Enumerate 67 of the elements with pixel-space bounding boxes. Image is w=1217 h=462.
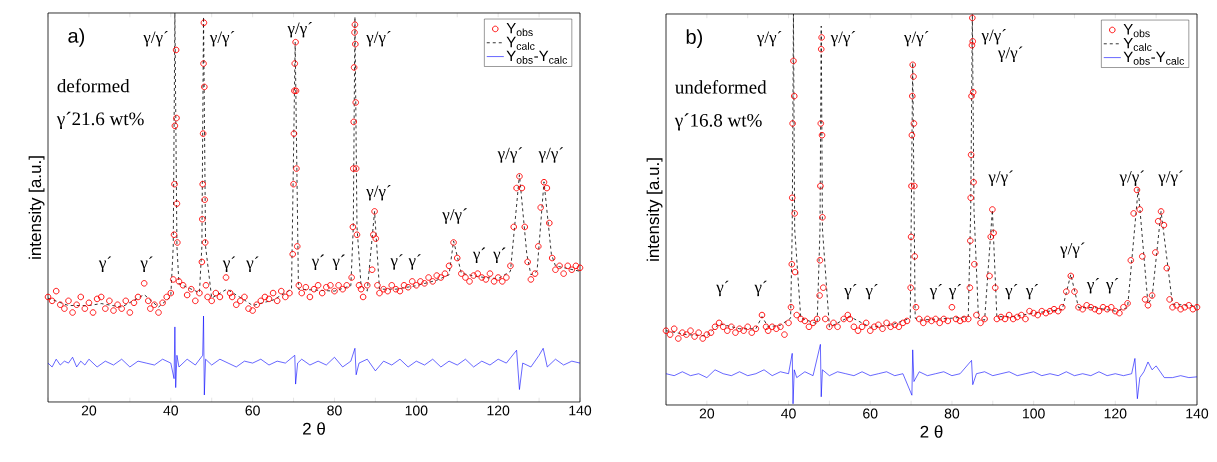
legend-label: Y$_{calc}$ (506, 36, 535, 50)
annotation: γ´ (754, 280, 767, 297)
legend-label: Y$_{obs}$ (506, 23, 533, 37)
annotation: γ´ (716, 280, 729, 297)
annotation: γ´21.6 wt% (56, 111, 144, 130)
annotation: γ/γ´ (903, 30, 929, 47)
annotation: γ/γ´ (143, 30, 168, 47)
x-tick-label: 100 (1023, 408, 1045, 419)
annotation: γ/γ´ (830, 30, 856, 47)
annotation: γ´ (1025, 283, 1039, 300)
x-tick-label: 20 (81, 405, 97, 416)
annotation: γ/γ´ (1060, 242, 1085, 258)
annotation: γ/γ´ (981, 28, 1006, 45)
x-tick-label: 40 (163, 405, 179, 416)
legend-label: Y$_{obs}$ (1123, 24, 1150, 38)
annotation: γ/γ´ (497, 147, 523, 163)
legend-label: Y$_{obs}$-Y$_{calc}$ (506, 50, 568, 64)
annotation: γ´ (929, 283, 942, 300)
legend-label: Y$_{obs}$-Y$_{calc}$ (1123, 51, 1185, 65)
x-tick-label: 80 (327, 405, 342, 416)
annotation: γ/γ´ (988, 170, 1013, 186)
x-tick-label: 120 (487, 405, 510, 416)
annotation: γ/γ´ (366, 30, 391, 47)
annotation: γ/γ´ (997, 46, 1023, 62)
annotation: γ´ (311, 254, 324, 271)
annotation: γ/γ´ (1158, 170, 1183, 186)
annotation: γ´ (1105, 278, 1119, 294)
annotation: undeformed (675, 80, 767, 94)
annotation: γ/γ´ (366, 184, 391, 201)
x-tick-label: 140 (1186, 408, 1209, 419)
annotation: γ´ (390, 254, 403, 270)
annotation: γ´ (98, 256, 112, 272)
annotation: deformed (57, 78, 130, 93)
annotation: γ´ (332, 254, 345, 271)
x-tick-label: 60 (863, 408, 878, 419)
annotation: γ/γ´ (287, 21, 312, 38)
x-tick-label: 80 (944, 408, 960, 419)
annotation: γ´ (246, 256, 259, 272)
x-tick-label: 40 (781, 408, 796, 419)
annotation: γ/γ´ (209, 30, 235, 47)
x-tick-label: 120 (1104, 408, 1127, 419)
x-tick-label: 140 (569, 405, 592, 416)
x-tick-label: 20 (699, 408, 715, 419)
x-tick-label: 100 (405, 405, 428, 416)
y-axis-title: intensity [a.u.] (646, 158, 663, 261)
legend-label: Y$_{calc}$ (1123, 37, 1152, 51)
annotation: γ/γ´ (756, 30, 782, 47)
annotation: γ/γ´ (538, 147, 564, 163)
annotation: γ´ (844, 283, 857, 300)
x-axis-title: 2 θ (303, 422, 325, 435)
annotation: a) (68, 28, 85, 47)
y-axis-title: intensity [a.u.] (28, 156, 45, 259)
annotation: γ´ (1005, 283, 1018, 300)
annotation: γ/γ´ (1119, 170, 1144, 186)
x-tick-label: 60 (245, 405, 260, 416)
annotation: γ´ (1086, 278, 1100, 294)
annotation: γ´ (140, 256, 153, 272)
annotation: γ´ (222, 256, 236, 272)
annotation: γ´16.8 wt% (674, 113, 762, 131)
annotation: γ´ (408, 254, 421, 270)
annotation: γ´ (865, 283, 878, 300)
x-axis-title: 2 θ (920, 425, 943, 438)
annotation: γ´ (472, 247, 486, 264)
annotation: γ´ (948, 283, 962, 300)
annotation: b) (686, 29, 703, 48)
annotation: γ´ (493, 247, 506, 264)
annotation: γ/γ´ (442, 208, 467, 224)
